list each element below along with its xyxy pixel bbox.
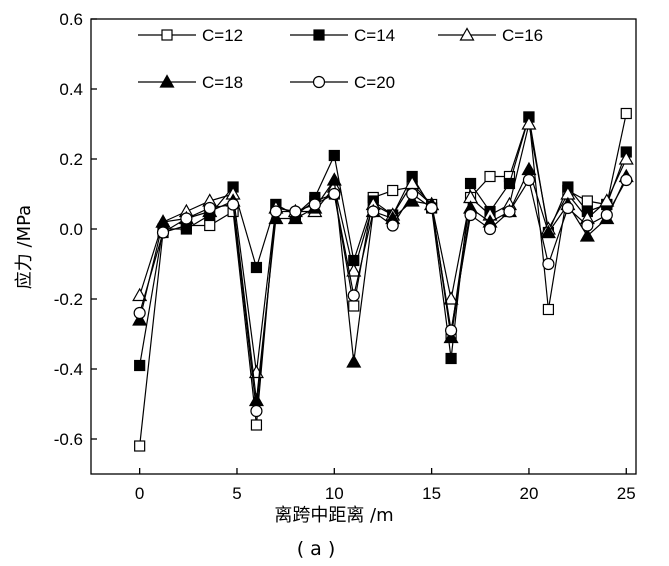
legend: C=12 C=14 C=16 C=18 C=20 (132, 21, 560, 96)
legend-label: C=14 (354, 26, 395, 45)
data-point (542, 303, 555, 316)
data-point (386, 219, 399, 232)
legend-entry: C=14 (284, 21, 412, 49)
data-point (483, 222, 497, 236)
data-point (326, 172, 342, 186)
y-tick-label: 0.4 (59, 80, 83, 99)
legend-label: C=12 (202, 26, 243, 45)
legend-entry: C=18 (132, 68, 260, 96)
data-point (250, 419, 263, 431)
legend-label: C=18 (202, 73, 243, 92)
data-point (250, 261, 263, 274)
series-c-12 (134, 107, 632, 452)
data-point (132, 312, 148, 326)
data-point (134, 440, 146, 452)
data-point (464, 208, 477, 222)
data-point (484, 170, 496, 183)
data-point (133, 306, 146, 320)
data-point (269, 205, 283, 218)
data-point (542, 257, 555, 271)
legend-marker (161, 29, 173, 41)
data-point (248, 392, 264, 407)
data-point (308, 198, 321, 211)
data-point (445, 352, 457, 365)
data-point (180, 223, 192, 235)
legend-marker (159, 74, 175, 88)
figure-caption: ( a ) (297, 538, 336, 560)
data-point (180, 212, 193, 225)
data-point (348, 300, 360, 312)
data-point (540, 224, 556, 239)
legend-entry: C=12 (132, 21, 260, 49)
data-point (599, 193, 615, 207)
y-tick-label: -0.4 (54, 360, 83, 379)
data-point (328, 149, 340, 162)
series-layer (132, 107, 634, 452)
legend-label: C=16 (502, 26, 543, 45)
x-axis-title: 离跨中距离 /m (274, 505, 393, 526)
series-line (139, 113, 627, 447)
data-point (387, 184, 399, 197)
data-point (620, 173, 633, 187)
data-point (132, 287, 148, 302)
axes: -0.6 -0.4 -0.2 0.0 0.2 0.4 0.6 0 5 10 15 20 25 (54, 10, 637, 503)
data-point (579, 228, 595, 242)
data-point (444, 324, 458, 337)
data-point (443, 329, 459, 344)
data-point (134, 359, 146, 372)
series-line (139, 116, 627, 366)
data-point (521, 116, 537, 130)
data-point (600, 208, 613, 222)
y-tick-label: 0.0 (59, 220, 83, 239)
data-point (620, 107, 632, 120)
data-point (250, 404, 263, 418)
legend-entry: C=20 (284, 68, 412, 96)
x-tick-label: 10 (325, 484, 344, 503)
x-tick-label: 20 (519, 484, 538, 503)
data-point (226, 198, 240, 211)
data-point (289, 205, 302, 218)
data-point (156, 226, 170, 239)
data-point (347, 289, 360, 302)
y-tick-label: -0.2 (54, 290, 83, 309)
series-c-20 (133, 173, 633, 418)
data-point (346, 263, 362, 277)
legend-marker (459, 27, 475, 41)
x-tick-label: 15 (422, 484, 441, 503)
series-c-16 (132, 116, 634, 379)
data-point (443, 291, 459, 305)
legend-entry: C=16 (432, 21, 560, 49)
y-tick-label: -0.6 (54, 430, 83, 449)
plot-frame (90, 18, 637, 475)
data-point (367, 205, 380, 218)
data-point (203, 201, 216, 215)
data-point (204, 219, 216, 232)
data-point (268, 210, 284, 225)
y-tick-label: 0.6 (59, 10, 83, 29)
legend-marker (312, 75, 326, 89)
data-point (503, 177, 516, 190)
data-point (464, 177, 477, 190)
y-axis-title: 应力 /MPa (14, 205, 35, 289)
data-point (406, 187, 419, 201)
y-tick-label: 0.2 (59, 150, 83, 169)
data-point (581, 195, 593, 207)
data-point (522, 173, 536, 187)
x-tick-label: 25 (617, 484, 636, 503)
data-point (346, 354, 362, 368)
x-tick-label: 0 (135, 484, 144, 503)
legend-label: C=20 (354, 73, 395, 92)
legend-marker (313, 29, 325, 41)
data-point (503, 205, 516, 218)
x-tick-label: 5 (232, 484, 241, 503)
data-point (618, 151, 634, 165)
data-point (328, 187, 341, 201)
data-point (561, 201, 574, 215)
data-point (287, 210, 303, 225)
data-point (425, 201, 438, 215)
data-point (581, 219, 594, 232)
